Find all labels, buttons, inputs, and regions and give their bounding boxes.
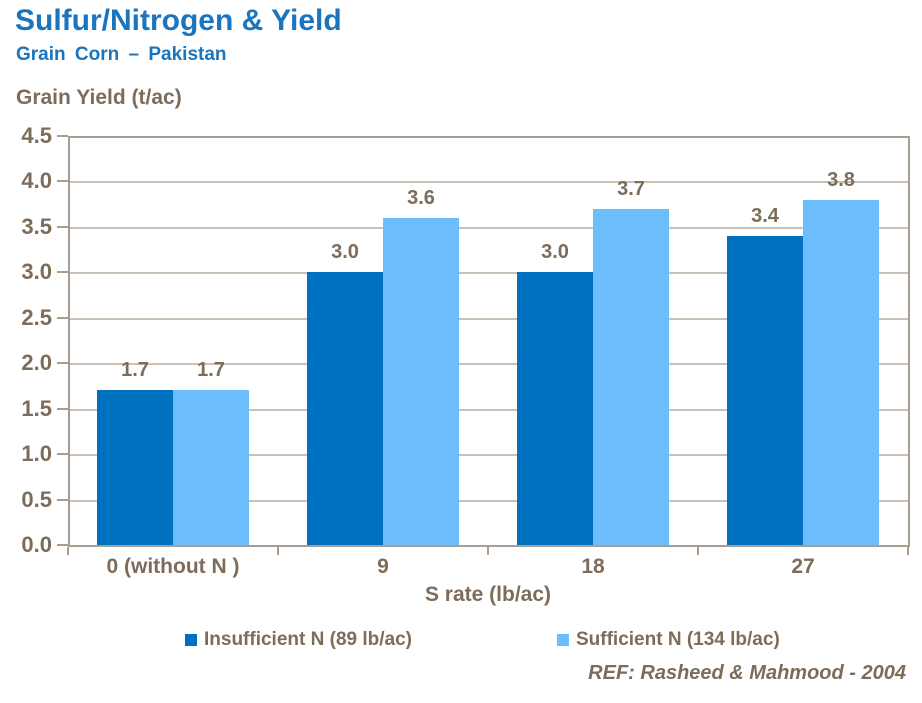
bar-sufficient-n [593, 208, 669, 545]
y-axis-tick-label: 2.5 [21, 304, 52, 330]
legend-label: Sufficient N (134 lb/ac) [576, 629, 780, 650]
gridline [70, 272, 908, 275]
legend-swatch-icon [557, 634, 569, 646]
gridline [70, 181, 908, 184]
x-axis-tick [277, 547, 279, 555]
gridline [70, 363, 908, 366]
bar-sufficient-n [803, 199, 879, 545]
y-axis-tick [57, 544, 68, 546]
legend-swatch-icon [185, 634, 197, 646]
x-axis-tick-label: 0 (without N ) [106, 555, 240, 578]
bar-value-label: 1.7 [197, 359, 225, 382]
bar-insufficient-n [727, 235, 803, 545]
x-axis-tick-label: 18 [581, 555, 605, 578]
y-axis-tick-label: 0.0 [21, 532, 52, 557]
y-axis-tick-label: 1.5 [21, 395, 52, 421]
gridline [70, 317, 908, 320]
bar-value-label: 3.4 [751, 204, 779, 227]
y-axis-tick [57, 453, 68, 456]
y-axis-tick [57, 362, 68, 365]
y-axis-tick-label: 3.0 [21, 259, 52, 285]
y-axis-tick [57, 271, 68, 274]
y-axis-tick [57, 225, 68, 228]
x-axis-tick [67, 547, 69, 555]
x-axis-tick-label: 9 [377, 555, 389, 578]
x-axis-tick-label: 27 [791, 555, 815, 578]
legend-item: Sufficient N (134 lb/ac) [557, 629, 780, 651]
bar-sufficient-n [173, 390, 249, 545]
legend-label: Insufficient N (89 lb/ac) [204, 629, 412, 650]
bar-insufficient-n [97, 390, 173, 545]
gridline [70, 408, 908, 411]
y-axis-tick [57, 498, 68, 501]
bar-value-label: 3.6 [407, 186, 435, 209]
bar-value-label: 3.0 [541, 241, 569, 264]
x-axis-tick [487, 547, 489, 555]
x-axis-title: S rate (lb/ac) [424, 583, 552, 606]
y-axis-tick-label: 3.5 [21, 213, 52, 239]
bar-value-label: 3.0 [331, 241, 359, 264]
bar-value-label: 1.7 [121, 359, 149, 382]
y-axis-tick-label: 0.5 [21, 486, 52, 512]
bar-insufficient-n [307, 272, 383, 545]
y-axis-title: Grain Yield (t/ac) [16, 86, 182, 109]
legend-item: Insufficient N (89 lb/ac) [185, 629, 412, 651]
bar-sufficient-n [383, 217, 459, 545]
page-subtitle: Grain Corn – Pakistan [16, 44, 227, 65]
y-axis-tick [57, 316, 68, 319]
y-axis-tick-label: 4.5 [21, 123, 52, 148]
page-title: Sulfur/Nitrogen & Yield [15, 4, 342, 37]
x-axis-tick [907, 547, 909, 555]
bar-value-label: 3.8 [827, 168, 855, 191]
gridline [70, 499, 908, 502]
y-axis-tick-label: 1.0 [21, 441, 52, 467]
bar-insufficient-n [517, 272, 593, 545]
y-axis-tick-label: 2.0 [21, 350, 52, 376]
reference-text: REF: Rasheed & Mahmood - 2004 [588, 662, 906, 684]
gridline [70, 226, 908, 229]
gridline [70, 454, 908, 457]
y-axis-tick [57, 180, 68, 183]
y-axis-tick [57, 135, 68, 137]
x-axis-tick [697, 547, 699, 555]
y-axis-tick [57, 407, 68, 410]
bar-value-label: 3.7 [617, 177, 645, 200]
y-axis-tick-label: 4.0 [21, 168, 52, 194]
